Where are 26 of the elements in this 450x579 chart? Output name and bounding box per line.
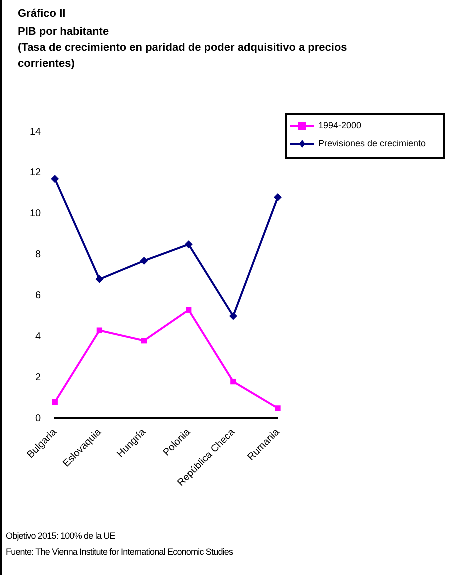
y-tick-label: 0 bbox=[36, 413, 42, 424]
point bbox=[96, 275, 104, 284]
point bbox=[51, 175, 60, 184]
y-tick-label: 14 bbox=[30, 126, 42, 138]
y-tick-label: 10 bbox=[30, 208, 42, 220]
legend-label: 1994-2000 bbox=[318, 120, 362, 130]
point bbox=[275, 406, 281, 412]
point bbox=[52, 399, 58, 406]
point bbox=[96, 328, 103, 334]
y-tick-label: 2 bbox=[36, 372, 42, 384]
point bbox=[140, 257, 148, 265]
y-tick-label: 4 bbox=[36, 332, 42, 343]
point bbox=[184, 240, 193, 249]
text: Objetivo 2015: 100% de la UE bbox=[6, 530, 116, 543]
y-tick-label: 8 bbox=[36, 250, 42, 261]
source-note: Fuente: The Vienna Institute for International Economic Studies bbox=[6, 546, 234, 559]
chart-subtitle: PIB por habitante (Tasa de crecimiento en paridad de poder adquisitivo a precios corrientes) bbox=[18, 25, 348, 72]
point bbox=[229, 312, 238, 320]
point bbox=[141, 338, 148, 344]
chart-title: Gráfico II bbox=[18, 8, 66, 20]
point bbox=[274, 194, 282, 202]
legend-label: Previsiones de crecimiento bbox=[318, 138, 426, 148]
y-tick-label: 12 bbox=[30, 168, 42, 179]
y-tick-label: 6 bbox=[36, 290, 42, 302]
point bbox=[186, 307, 192, 313]
point bbox=[230, 378, 236, 385]
